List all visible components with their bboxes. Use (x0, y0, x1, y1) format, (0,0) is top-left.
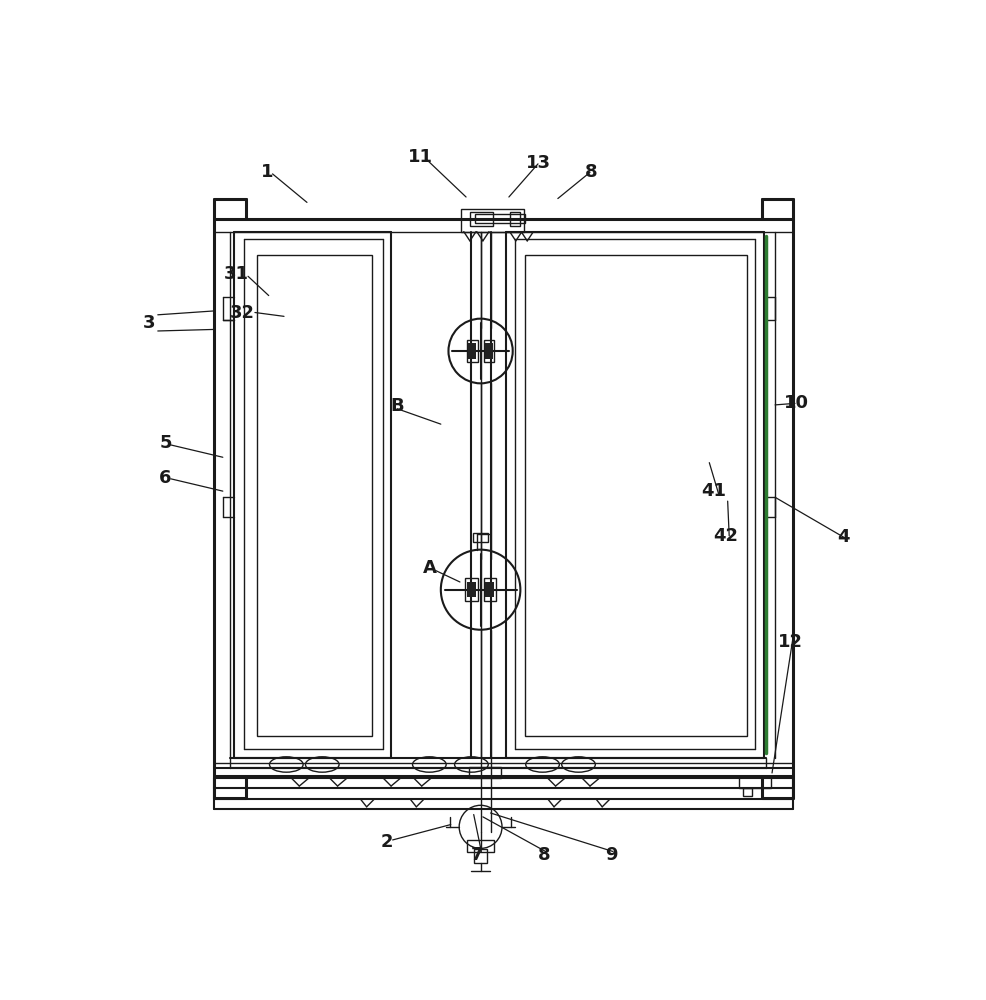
Bar (469, 212, 492, 226)
Bar (742, 788, 751, 796)
Text: 4: 4 (837, 528, 849, 546)
Text: 11: 11 (407, 148, 432, 166)
Text: 42: 42 (713, 527, 738, 545)
Bar (466, 840, 494, 852)
Text: 7: 7 (470, 846, 482, 864)
Text: 5: 5 (159, 434, 172, 452)
Text: 8: 8 (585, 163, 598, 181)
Bar (483, 340, 494, 362)
Bar (509, 212, 520, 226)
Text: 1: 1 (260, 163, 273, 181)
Text: 13: 13 (526, 154, 550, 172)
Text: 32: 32 (229, 304, 254, 322)
Bar (475, 214, 525, 223)
Text: 3: 3 (142, 314, 155, 332)
Text: 6: 6 (159, 469, 172, 487)
Bar (525, 255, 746, 736)
Bar (472, 533, 488, 542)
Bar (483, 578, 495, 601)
Text: 12: 12 (777, 633, 802, 651)
Bar (466, 582, 475, 597)
Text: B: B (390, 397, 403, 415)
Bar (474, 849, 486, 863)
Text: 8: 8 (537, 846, 550, 864)
Bar (468, 343, 475, 359)
Text: 41: 41 (701, 482, 726, 500)
Text: 9: 9 (604, 846, 617, 864)
Bar (257, 255, 372, 736)
Bar (739, 776, 770, 788)
Bar (485, 343, 492, 359)
Bar (468, 767, 501, 778)
Text: 10: 10 (783, 394, 809, 412)
Text: 2: 2 (381, 833, 393, 851)
Text: 31: 31 (224, 265, 248, 283)
Bar (485, 582, 494, 597)
Bar (461, 209, 524, 232)
Bar (464, 578, 477, 601)
Bar (466, 340, 477, 362)
Text: A: A (422, 559, 436, 577)
